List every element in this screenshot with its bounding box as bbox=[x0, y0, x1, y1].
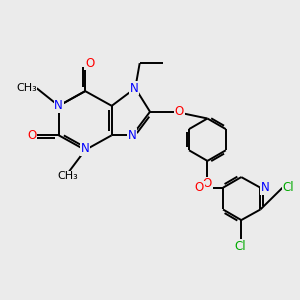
Text: O: O bbox=[28, 129, 37, 142]
Text: O: O bbox=[175, 105, 184, 118]
Text: N: N bbox=[260, 181, 269, 194]
Text: CH₃: CH₃ bbox=[16, 83, 37, 93]
Text: O: O bbox=[85, 57, 94, 70]
Text: O: O bbox=[195, 181, 204, 194]
Text: N: N bbox=[129, 82, 138, 95]
Text: N: N bbox=[128, 129, 137, 142]
Text: N: N bbox=[54, 99, 63, 112]
Text: Cl: Cl bbox=[283, 181, 294, 194]
Text: N: N bbox=[81, 142, 90, 155]
Text: CH₃: CH₃ bbox=[57, 172, 78, 182]
Text: O: O bbox=[203, 177, 212, 190]
Text: Cl: Cl bbox=[234, 240, 246, 253]
